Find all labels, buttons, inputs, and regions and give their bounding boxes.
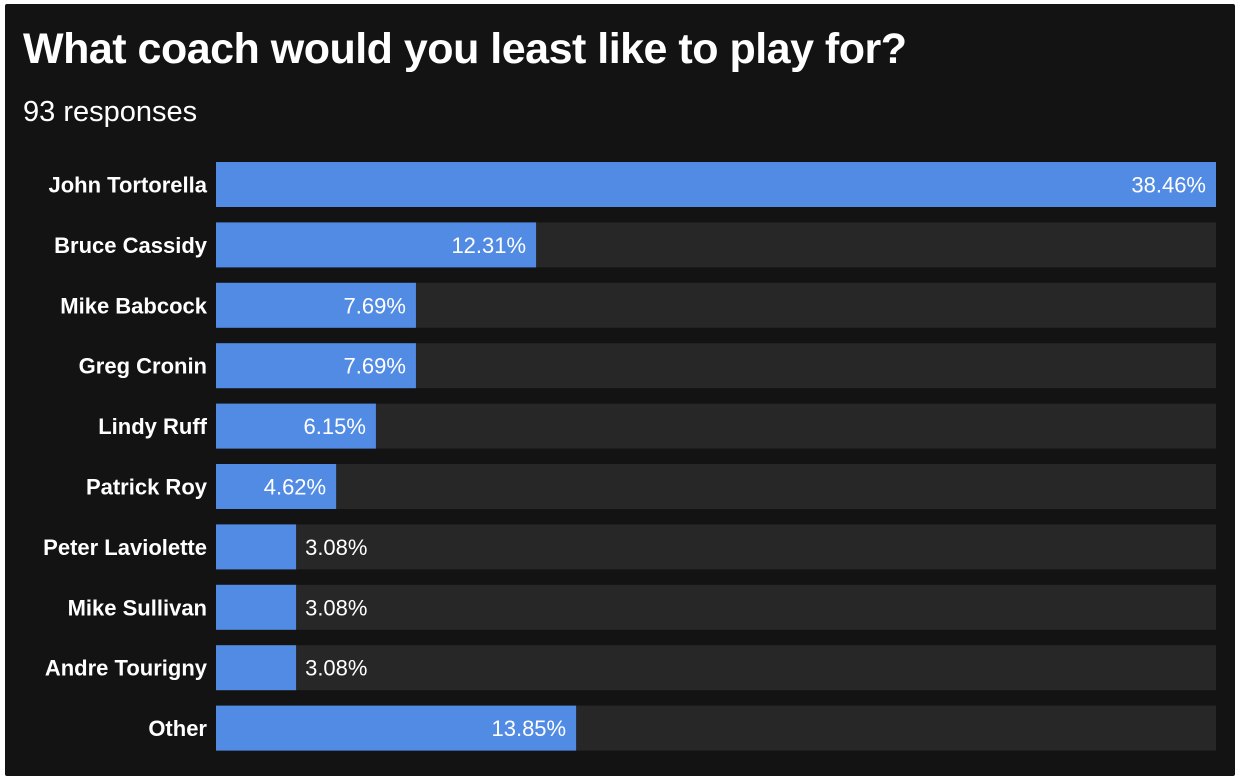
value-label: 6.15% [304,414,366,439]
bar [216,162,1216,207]
category-label: Bruce Cassidy [54,233,208,258]
bar [216,464,337,509]
bar-track [216,403,1216,449]
bar-track [216,524,1216,570]
bar-track [216,645,1216,691]
bar [216,403,376,449]
category-label: Mike Sullivan [68,595,207,620]
value-label: 3.08% [305,656,367,681]
bar [216,282,416,328]
bar [216,343,416,389]
value-label: 38.46% [1131,173,1206,198]
value-label: 4.62% [264,475,326,500]
value-label: 3.08% [305,535,367,560]
bar-row: Andre Tourigny 3.08% [45,645,1216,691]
category-label: Lindy Ruff [98,414,207,439]
bar-row: Greg Cronin 7.69% [79,343,1216,389]
bar-chart: John Tortorella 38.46% Bruce Cassidy 12.31%… [43,162,1216,751]
category-label: Patrick Roy [86,475,208,500]
bar-row: Lindy Ruff 6.15% [98,403,1216,449]
bar [216,524,297,570]
value-label: 7.69% [344,293,406,318]
bar-row: Other 13.85% [148,705,1216,751]
bar-row: Bruce Cassidy 12.31% [54,222,1216,268]
bar-row: Peter Laviolette 3.08% [43,524,1216,570]
value-label: 12.31% [451,233,526,258]
category-label: Greg Cronin [79,354,207,379]
bar [216,645,297,691]
category-label: Mike Babcock [60,293,207,318]
bar [216,584,297,630]
bar-track [216,584,1216,630]
value-label: 13.85% [491,716,566,741]
value-label: 7.69% [344,354,406,379]
category-label: Peter Laviolette [43,535,207,560]
category-label: Other [148,716,207,741]
category-label: Andre Tourigny [45,656,208,681]
chart-card: What coach would you least like to play … [5,4,1235,776]
chart-title: What coach would you least like to play … [23,25,907,73]
bar [216,222,537,268]
bar-row: Mike Babcock 7.69% [60,282,1216,328]
bar-row: Patrick Roy 4.62% [86,464,1216,509]
bar-row: Mike Sullivan 3.08% [68,584,1216,630]
response-count: 93 responses [23,96,198,128]
bar-row: John Tortorella 38.46% [49,162,1216,207]
category-label: John Tortorella [49,173,208,198]
value-label: 3.08% [305,595,367,620]
bar-track [216,464,1216,509]
bar [216,705,577,751]
